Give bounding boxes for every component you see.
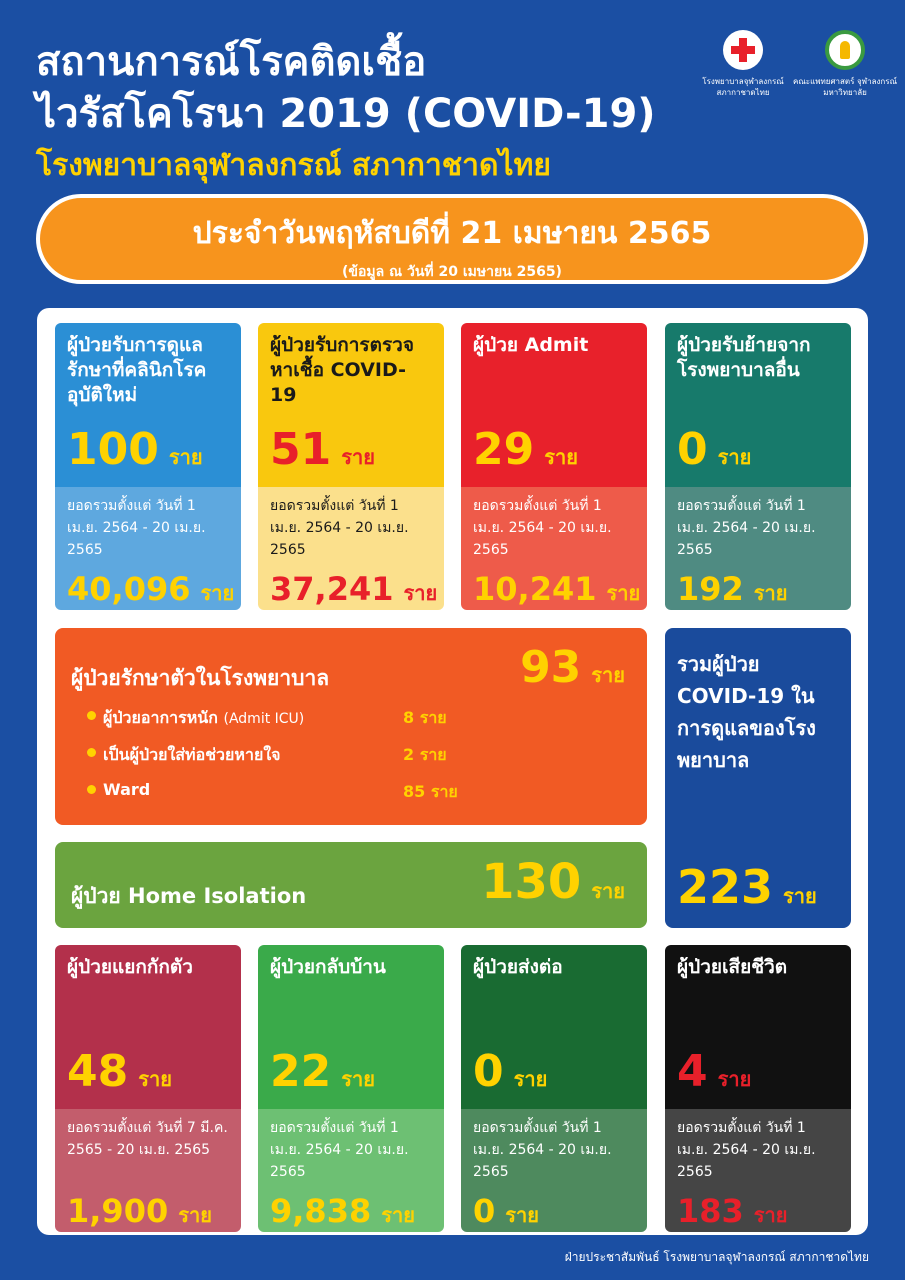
card-total: 9,838 ราย bbox=[270, 1192, 415, 1230]
stat-card: ผู้ป่วยรับการดูแลรักษาที่คลินิกโรคอุบัติ… bbox=[55, 323, 241, 610]
total-care-card: รวมผู้ป่วย COVID-19 ในการดูแลของโรงพยาบา… bbox=[665, 628, 851, 928]
card-total: 10,241 ราย bbox=[473, 570, 641, 608]
card-period: ยอดรวมตั้งแต่ วันที่ 1 เม.ย. 2564 - 20 เ… bbox=[677, 1120, 816, 1180]
stat-card: ผู้ป่วยกลับบ้าน 22 ราย ยอดรวมตั้งแต่ วันท… bbox=[258, 945, 444, 1232]
date-banner: ประจำวันพฤหัสบดีที่ 21 เมษายน 2565 (ข้อมู… bbox=[36, 194, 868, 284]
card-count: 100 ราย bbox=[67, 424, 203, 475]
inpatient-item: ผู้ป่วยอาการหนัก (Admit ICU) 8 ราย bbox=[86, 706, 447, 731]
hospital-subtitle: โรงพยาบาลจุฬาลงกรณ์ สภากาชาดไทย bbox=[36, 148, 551, 183]
footer-credit: ฝ่ายประชาสัมพันธ์ โรงพยาบาลจุฬาลงกรณ์ สภ… bbox=[564, 1250, 869, 1264]
card-total: 192 ราย bbox=[677, 570, 788, 608]
card-count: 48 ราย bbox=[67, 1046, 172, 1097]
card-period: ยอดรวมตั้งแต่ วันที่ 1 เม.ย. 2564 - 20 เ… bbox=[67, 498, 206, 558]
card-title: ผู้ป่วยรับการตรวจหาเชื้อ COVID-19 bbox=[270, 334, 414, 406]
home-isolation-count: 130 ราย bbox=[481, 854, 625, 910]
home-isolation-card: ผู้ป่วย Home Isolation 130 ราย bbox=[55, 842, 647, 928]
card-period: ยอดรวมตั้งแต่ วันที่ 1 เม.ย. 2564 - 20 เ… bbox=[473, 1120, 612, 1180]
stat-card: ผู้ป่วย Admit 29 ราย ยอดรวมตั้งแต่ วันที่… bbox=[461, 323, 647, 610]
card-title: ผู้ป่วยรับย้ายจากโรงพยาบาลอื่น bbox=[677, 334, 811, 381]
card-period: ยอดรวมตั้งแต่ วันที่ 7 มี.ค. 2565 - 20 เ… bbox=[67, 1120, 228, 1158]
stat-card: ผู้ป่วยเสียชีวิต 4 ราย ยอดรวมตั้งแต่ วันท… bbox=[665, 945, 851, 1232]
card-count: 0 ราย bbox=[677, 424, 752, 475]
stat-card: ผู้ป่วยแยกกักตัว 48 ราย ยอดรวมตั้งแต่ วัน… bbox=[55, 945, 241, 1232]
card-period: ยอดรวมตั้งแต่ วันที่ 1 เม.ย. 2564 - 20 เ… bbox=[270, 498, 409, 558]
total-care-count: 223 ราย bbox=[677, 860, 817, 914]
page-title: สถานการณ์โรคติดเชื้อ ไวรัสโคโรนา 2019 (CO… bbox=[36, 39, 656, 137]
red-cross-icon bbox=[723, 30, 763, 70]
card-period: ยอดรวมตั้งแต่ วันที่ 1 เม.ย. 2564 - 20 เ… bbox=[677, 498, 816, 558]
card-title: ผู้ป่วยส่งต่อ bbox=[473, 956, 563, 978]
inpatient-card: ผู้ป่วยรักษาตัวในโรงพยาบาล 93 ราย ผู้ป่วย… bbox=[55, 628, 647, 825]
card-total: 183 ราย bbox=[677, 1192, 788, 1230]
card-title: ผู้ป่วยกลับบ้าน bbox=[270, 956, 386, 978]
card-count: 51 ราย bbox=[270, 424, 375, 475]
faculty-logo: คณะแพทยศาสตร์ จุฬาลงกรณ์มหาวิทยาลัย bbox=[790, 30, 900, 98]
red-cross-logo: โรงพยาบาลจุฬาลงกรณ์ สภากาชาดไทย bbox=[688, 30, 798, 98]
inpatient-count: 93 ราย bbox=[520, 642, 625, 693]
inpatient-item: Ward 85 ราย bbox=[86, 780, 458, 801]
card-title: ผู้ป่วยแยกกักตัว bbox=[67, 956, 193, 978]
card-total: 0 ราย bbox=[473, 1192, 539, 1230]
card-period: ยอดรวมตั้งแต่ วันที่ 1 เม.ย. 2564 - 20 เ… bbox=[270, 1120, 409, 1180]
seal-icon bbox=[825, 30, 865, 70]
card-total: 40,096 ราย bbox=[67, 570, 235, 608]
card-count: 0 ราย bbox=[473, 1046, 548, 1097]
card-title: ผู้ป่วย Admit bbox=[473, 334, 589, 356]
card-title: ผู้ป่วยเสียชีวิต bbox=[677, 956, 788, 978]
card-period: ยอดรวมตั้งแต่ วันที่ 1 เม.ย. 2564 - 20 เ… bbox=[473, 498, 612, 558]
inpatient-item: เป็นผู้ป่วยใส่ท่อช่วยหายใจ 2 ราย bbox=[87, 743, 447, 768]
card-count: 22 ราย bbox=[270, 1046, 375, 1097]
card-total: 37,241 ราย bbox=[270, 570, 438, 608]
card-count: 29 ราย bbox=[473, 424, 578, 475]
stat-card: ผู้ป่วยรับย้ายจากโรงพยาบาลอื่น 0 ราย ยอดร… bbox=[665, 323, 851, 610]
card-title: ผู้ป่วยรับการดูแลรักษาที่คลินิกโรคอุบัติ… bbox=[67, 334, 207, 406]
card-total: 1,900 ราย bbox=[67, 1192, 212, 1230]
stat-card: ผู้ป่วยรับการตรวจหาเชื้อ COVID-19 51 ราย … bbox=[258, 323, 444, 610]
card-count: 4 ราย bbox=[677, 1046, 752, 1097]
stat-card: ผู้ป่วยส่งต่อ 0 ราย ยอดรวมตั้งแต่ วันที่ … bbox=[461, 945, 647, 1232]
